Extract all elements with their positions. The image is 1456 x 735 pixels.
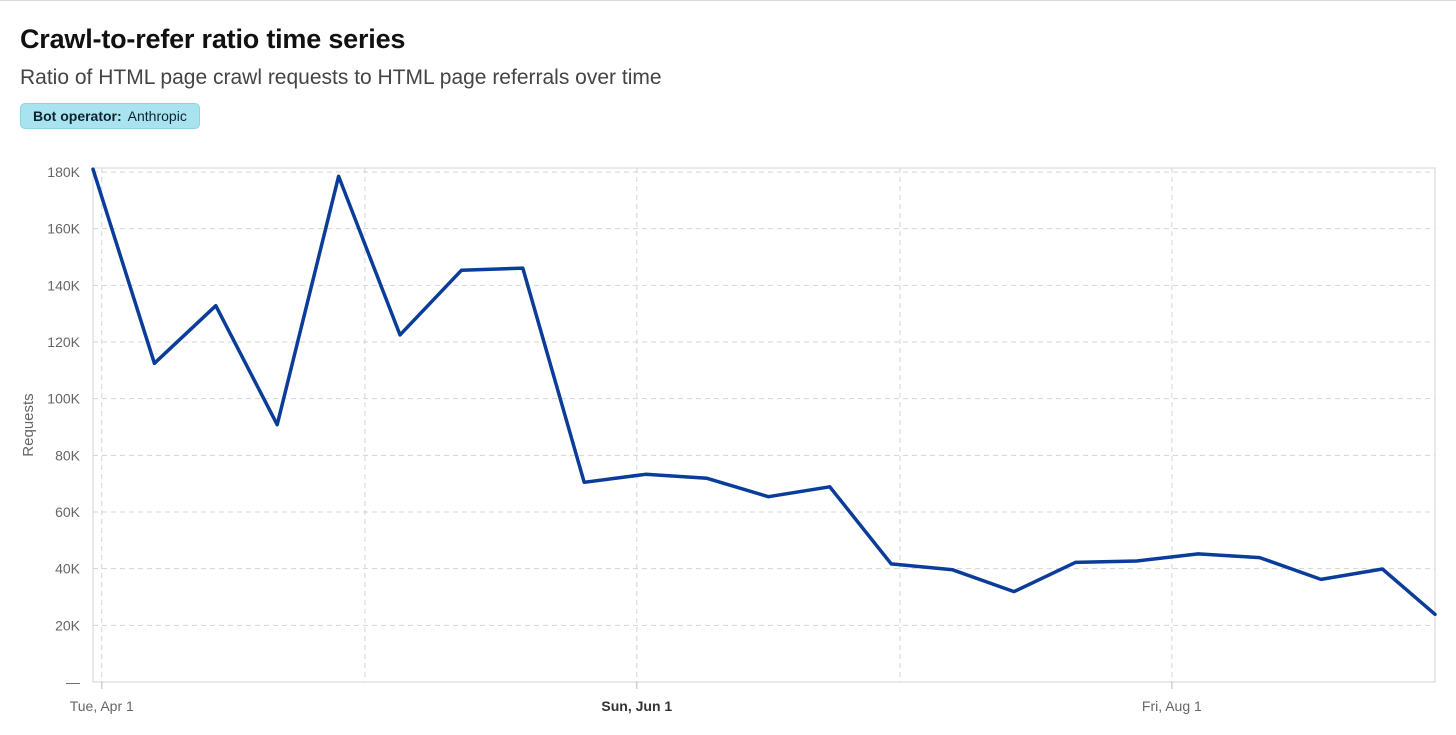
x-tick-label: Sun, Jun 1 [601,698,672,714]
y-tick-label: 60K [55,504,81,520]
data-point[interactable] [1133,557,1141,565]
y-tick-label: 180K [47,164,80,180]
chart-title: Crawl-to-refer ratio time series [20,24,406,54]
data-point[interactable] [642,470,650,478]
plot-frame [92,167,1436,683]
data-point[interactable] [764,493,772,501]
data-point[interactable] [335,172,343,180]
data-point[interactable] [826,483,834,491]
y-tick-label: 120K [47,334,80,350]
data-point[interactable] [1431,610,1439,618]
data-point[interactable] [949,566,957,574]
data-point[interactable] [273,421,281,429]
data-point[interactable] [1317,575,1325,583]
data-point[interactable] [1256,554,1264,562]
data-point[interactable] [396,331,404,339]
data-point[interactable] [212,302,220,310]
top-divider [0,0,1456,1]
x-tick-label: Fri, Aug 1 [1142,698,1202,714]
bot-operator-filter-badge[interactable]: Bot operator: Anthropic [20,103,200,129]
data-point[interactable] [1071,558,1079,566]
data-point[interactable] [519,264,527,272]
y-gridlines [93,171,1435,626]
y-axis-label: Requests [20,393,37,456]
y-tick-label: 40K [55,561,81,577]
data-point[interactable] [457,266,465,274]
chart-subtitle: Ratio of HTML page crawl requests to HTM… [20,66,662,89]
data-point[interactable] [703,474,711,482]
series-points [89,165,1439,618]
y-axis-ticks: — 20K 40K 60K 80K 100K 120K 140K 160K 180K [47,164,80,690]
y-tick-label: 20K [55,617,81,633]
x-tick-label: Tue, Apr 1 [70,698,134,714]
data-point[interactable] [150,359,158,367]
y-tick-label: 80K [55,447,81,463]
x-gridlines [101,168,1173,682]
filter-value: Anthropic [127,108,187,124]
x-axis-ticks: Tue, Apr 1 Sun, Jun 1 Fri, Aug 1 [70,682,1202,714]
y-tick-label: 140K [47,277,80,293]
data-point[interactable] [887,560,895,568]
data-point[interactable] [1194,550,1202,558]
series-line[interactable] [91,167,1437,617]
data-point[interactable] [89,165,97,173]
data-point[interactable] [580,478,588,486]
filter-key: Bot operator: [33,108,122,124]
y-tick-label: 100K [47,391,80,407]
y-tick-label: 160K [47,221,80,237]
data-point[interactable] [1378,565,1386,573]
y-tick-label: — [66,674,80,690]
data-point[interactable] [1010,588,1018,596]
